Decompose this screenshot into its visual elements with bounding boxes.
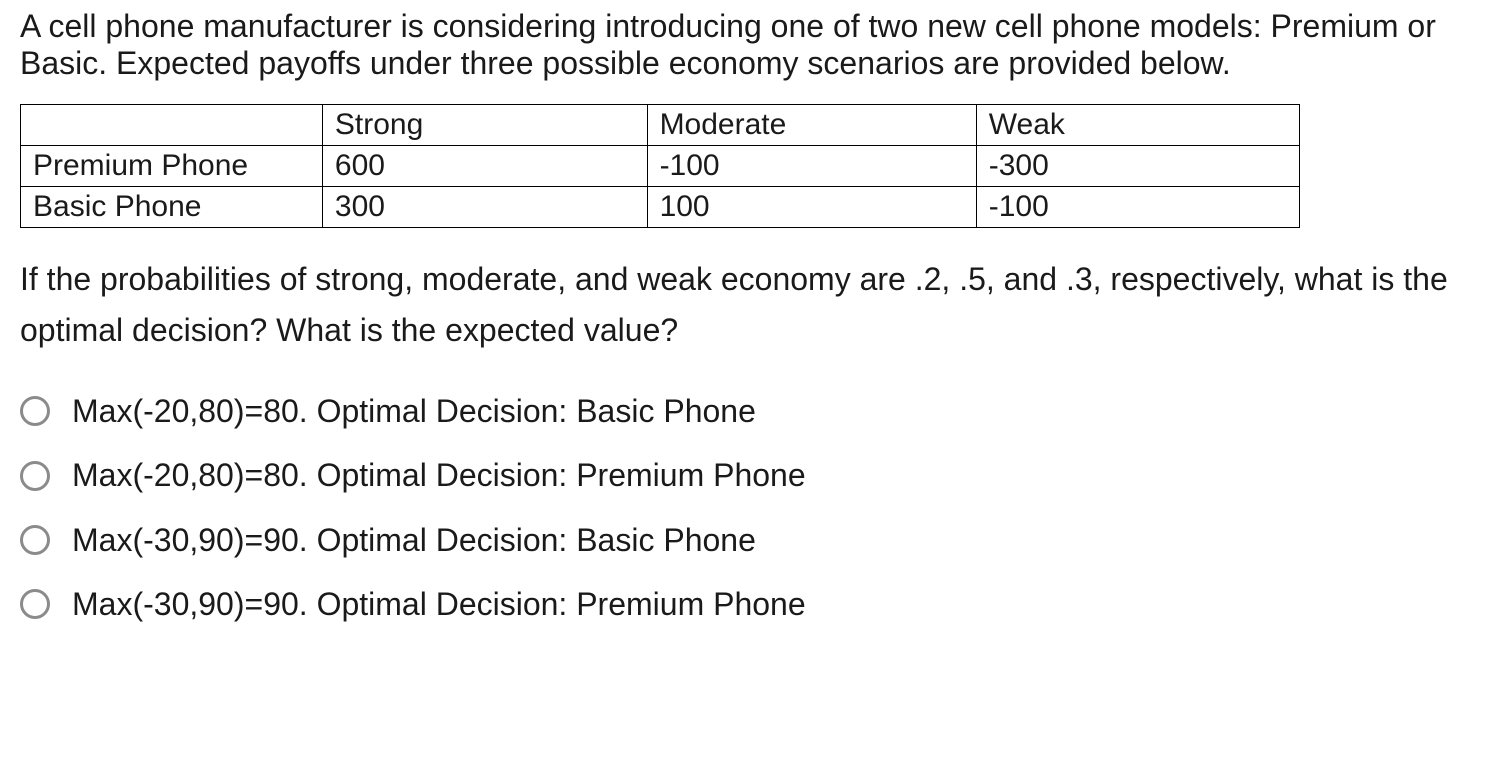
table-row: Premium Phone 600 -100 -300 [21,145,1300,186]
radio-icon[interactable] [20,525,50,555]
question-text: If the probabilities of strong, moderate… [20,254,1478,356]
table-header-cell: Moderate [647,104,976,145]
radio-icon[interactable] [20,396,50,426]
answer-option[interactable]: Max(-20,80)=80. Optimal Decision: Premiu… [20,456,1478,494]
table-cell: -100 [647,145,976,186]
table-cell: -100 [976,186,1299,227]
table-row: Basic Phone 300 100 -100 [21,186,1300,227]
answer-option[interactable]: Max(-30,90)=90. Optimal Decision: Premiu… [20,585,1478,623]
option-label: Max(-20,80)=80. Optimal Decision: Premiu… [72,456,806,494]
question-page: A cell phone manufacturer is considering… [0,0,1498,670]
radio-icon[interactable] [20,589,50,619]
table-cell: -300 [976,145,1299,186]
table-header-cell: Strong [322,104,647,145]
table-header-cell: Weak [976,104,1299,145]
table-cell: 300 [322,186,647,227]
question-intro: A cell phone manufacturer is considering… [20,8,1478,82]
table-header-row: Strong Moderate Weak [21,104,1300,145]
answer-option[interactable]: Max(-20,80)=80. Optimal Decision: Basic … [20,392,1478,430]
table-header-cell [21,104,323,145]
table-cell: 100 [647,186,976,227]
option-label: Max(-20,80)=80. Optimal Decision: Basic … [72,392,756,430]
answer-option[interactable]: Max(-30,90)=90. Optimal Decision: Basic … [20,521,1478,559]
radio-icon[interactable] [20,461,50,491]
table-cell: Premium Phone [21,145,323,186]
table-cell: 600 [322,145,647,186]
payoff-table: Strong Moderate Weak Premium Phone 600 -… [20,104,1300,228]
answer-options: Max(-20,80)=80. Optimal Decision: Basic … [20,392,1478,624]
option-label: Max(-30,90)=90. Optimal Decision: Premiu… [72,585,806,623]
table-cell: Basic Phone [21,186,323,227]
option-label: Max(-30,90)=90. Optimal Decision: Basic … [72,521,756,559]
